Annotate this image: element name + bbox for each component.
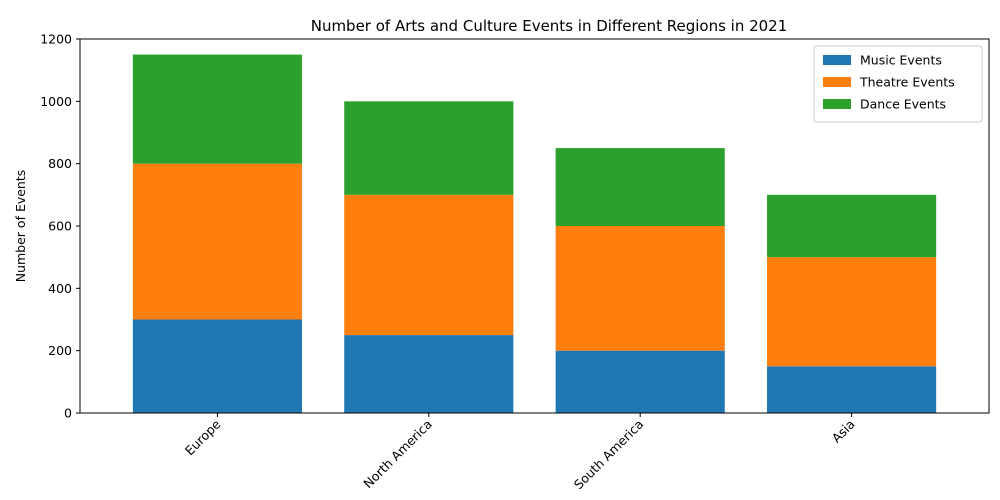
bar-theatre-events-europe: [132, 163, 302, 320]
legend-swatch: [823, 99, 851, 109]
y-tick-label: 200: [48, 343, 72, 358]
legend-swatch: [823, 55, 851, 65]
x-tick-label-north-america: North America: [360, 417, 435, 492]
chart-title: Number of Arts and Culture Events in Dif…: [311, 17, 788, 35]
bars-group: [132, 54, 937, 413]
legend-label: Theatre Events: [859, 75, 955, 90]
x-tick-label-asia: Asia: [829, 417, 858, 446]
bar-theatre-events-asia: [767, 257, 937, 367]
y-tick-label: 1200: [40, 32, 72, 47]
legend-label: Dance Events: [860, 97, 946, 112]
y-tick-label: 600: [48, 219, 72, 234]
bar-music-events-north-america: [344, 335, 514, 413]
bar-dance-events-south-america: [555, 148, 725, 226]
bar-theatre-events-north-america: [344, 194, 514, 336]
y-tick-label: 1000: [40, 94, 72, 109]
legend-swatch: [823, 77, 851, 87]
y-axis-title: Number of Events: [13, 170, 28, 283]
bar-dance-events-asia: [767, 194, 937, 258]
bar-dance-events-north-america: [344, 101, 514, 195]
y-tick-label: 800: [48, 156, 72, 171]
x-tick-label-south-america: South America: [571, 417, 647, 493]
bar-music-events-south-america: [555, 350, 725, 413]
y-tick-label: 0: [64, 406, 72, 421]
bar-music-events-europe: [132, 319, 302, 413]
bar-theatre-events-south-america: [555, 226, 725, 351]
x-tick-label-europe: Europe: [182, 416, 224, 458]
legend-box: [813, 45, 983, 123]
bar-dance-events-europe: [132, 54, 302, 164]
bar-music-events-asia: [767, 366, 937, 413]
legend-label: Music Events: [860, 53, 942, 68]
legend: Music Events Theatre Events Dance Events: [813, 45, 983, 123]
y-tick-label: 400: [48, 281, 72, 296]
